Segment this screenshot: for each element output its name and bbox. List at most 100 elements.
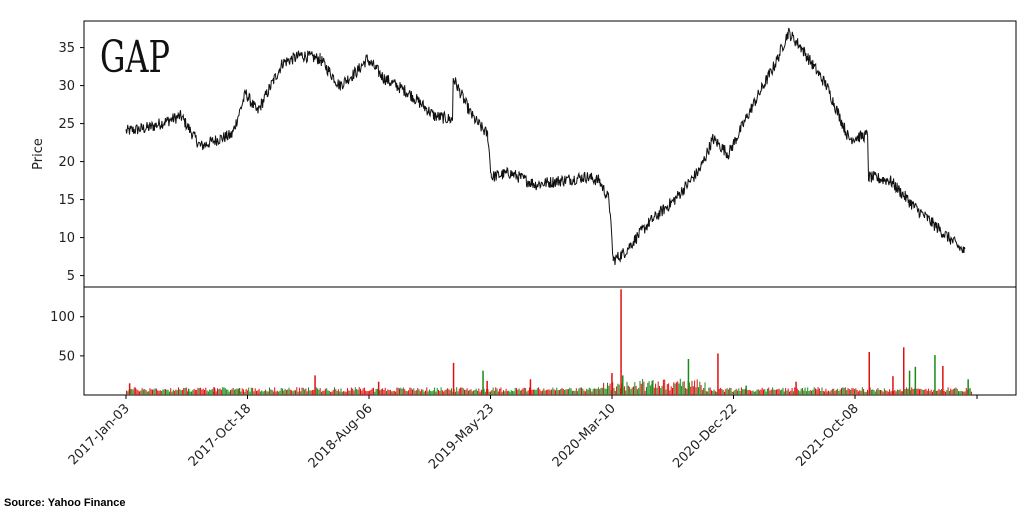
volume-bar: [405, 390, 407, 395]
volume-bar: [913, 388, 915, 395]
volume-bar: [785, 388, 787, 395]
volume-bar: [911, 387, 913, 395]
volume-bar: [132, 389, 134, 395]
volume-bar: [423, 391, 425, 395]
volume-bar: [222, 387, 224, 395]
volume-bar: [159, 390, 161, 395]
volume-bar: [464, 389, 465, 395]
volume-bar: [831, 388, 833, 395]
volume-bar: [142, 389, 144, 395]
volume-bar: [938, 388, 940, 395]
volume-bar: [613, 388, 615, 395]
volume-bar: [310, 390, 312, 395]
volume-bar: [887, 391, 889, 395]
x-ticks: 2017-Jan-03 2017-Oct-18 2018-Aug-06 2019-Ma…: [66, 395, 978, 472]
volume-bar: [491, 390, 493, 395]
price-panel-frame: [83, 20, 1017, 288]
volume-bar: [449, 390, 451, 395]
volume-bar: [961, 391, 963, 395]
volume-bar: [305, 388, 307, 395]
volume-bar: [347, 388, 348, 395]
volume-bar: [655, 383, 657, 395]
volume-bar: [617, 383, 619, 395]
volume-bar: [747, 390, 749, 395]
volume-bar: [662, 379, 664, 395]
volume-bar: [495, 387, 497, 395]
volume-bar: [127, 391, 129, 395]
volume-bar: [330, 391, 332, 395]
volume-bar: [642, 379, 644, 395]
price-y-ticks: 5 10 15 20 25 30 35: [58, 41, 84, 284]
volume-bar: [787, 388, 789, 395]
volume-bar: [670, 386, 672, 395]
volume-bar: [937, 390, 939, 395]
volume-bar: [539, 389, 541, 395]
volume-bar: [431, 391, 433, 395]
source-note: Source: Yahoo Finance: [4, 497, 126, 509]
volume-bar: [161, 391, 163, 395]
volume-bar: [282, 388, 283, 395]
volume-bar: [740, 387, 742, 395]
volume-bar: [483, 388, 485, 395]
volume-bar: [904, 389, 906, 395]
volume-bar: [751, 391, 753, 395]
volume-bar: [739, 391, 741, 395]
volume-bar: [205, 387, 207, 395]
volume-bar: [562, 389, 564, 395]
volume-bar: [469, 389, 471, 395]
volume-bar: [285, 390, 287, 395]
price-y-tick-label: 15: [58, 193, 75, 208]
volume-bar: [878, 389, 880, 395]
volume-bar: [501, 391, 503, 395]
volume-bar: [406, 391, 408, 395]
volume-bar: [230, 390, 231, 395]
volume-bar: [382, 388, 384, 395]
volume-bar: [634, 382, 636, 395]
volume-bar: [145, 389, 147, 395]
volume-spike-bar: [187, 388, 190, 395]
volume-bar: [553, 389, 555, 395]
volume-bar: [236, 388, 238, 395]
volume-bar: [661, 385, 663, 395]
volume-bar: [191, 391, 192, 395]
volume-bar: [766, 388, 768, 395]
volume-bar: [136, 389, 138, 395]
volume-bar: [679, 378, 681, 395]
volume-bar: [326, 388, 328, 395]
volume-bar: [675, 382, 677, 395]
volume-bar: [321, 391, 322, 395]
volume-bar: [139, 391, 140, 395]
volume-bar: [561, 388, 563, 395]
volume-bar: [267, 391, 269, 395]
volume-bar: [304, 389, 306, 395]
volume-spike-bar: [908, 370, 911, 395]
volume-bar: [383, 390, 385, 395]
volume-bar: [965, 388, 967, 395]
volume-spike-bar: [452, 362, 455, 395]
volume-bar: [171, 391, 173, 395]
logo-text: GAP: [100, 32, 170, 83]
volume-bar: [451, 388, 452, 395]
volume-bar: [835, 389, 837, 395]
volume-bar: [339, 391, 341, 395]
volume-bar: [595, 388, 597, 395]
volume-bar: [289, 389, 291, 395]
volume-bar: [176, 390, 178, 395]
volume-bar: [496, 388, 498, 395]
volume-bar: [474, 390, 476, 395]
volume-spike-bar: [314, 375, 316, 395]
volume-bar: [336, 391, 338, 395]
volume-bar: [951, 389, 953, 395]
volume-bar: [692, 386, 694, 395]
volume-bar: [705, 391, 707, 395]
volume-bar: [538, 387, 540, 395]
volume-bar: [510, 390, 512, 395]
volume-bar: [427, 391, 429, 395]
volume-bar: [774, 389, 776, 395]
volume-bar: [935, 390, 937, 395]
volume-bar: [869, 387, 871, 395]
volume-bar: [456, 387, 458, 395]
volume-bar: [144, 389, 146, 395]
volume-bar: [231, 389, 233, 395]
volume-bar: [921, 389, 923, 395]
